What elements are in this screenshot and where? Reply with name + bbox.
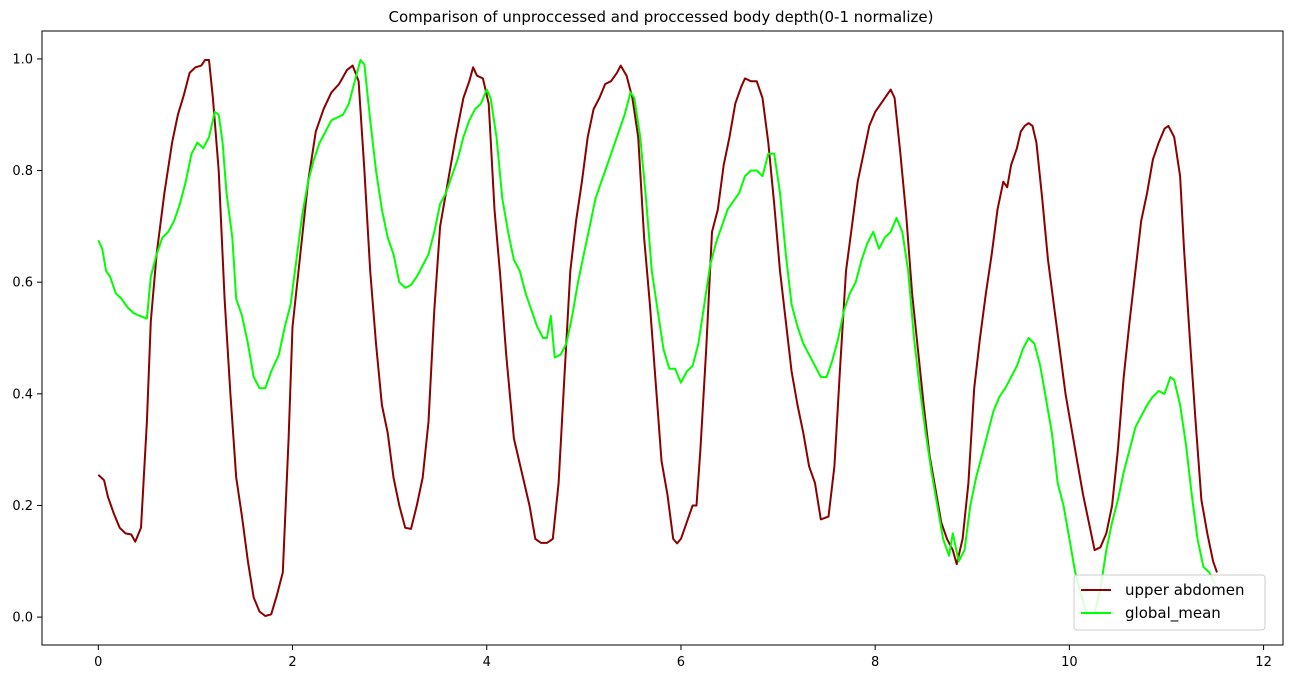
series-layer [97,59,1218,617]
plot-frame [41,30,1284,646]
y-tick-label: 1.0 [12,52,33,67]
legend-label-global-mean: global_mean [1125,604,1221,623]
x-tick-label: 6 [677,655,685,670]
x-tick-label: 4 [483,655,491,670]
legend-box [1073,574,1266,631]
y-tick-label: 0.0 [12,611,33,626]
x-tick-label: 0 [94,655,102,670]
series-line-global-mean [97,59,1216,616]
x-tick-label: 2 [288,655,296,670]
y-tick-label: 0.2 [12,499,33,514]
y-tick-label: 0.6 [12,276,33,291]
legend: upper abdomen global_mean [1073,574,1266,631]
x-tick-label: 8 [871,655,879,670]
legend-label-upper-abdomen: upper abdomen [1125,581,1244,599]
chart-title: Comparison of unproccessed and proccesse… [389,8,934,26]
x-axis: 0 2 4 6 8 10 12 [94,645,1272,670]
y-axis: 0.0 0.2 0.4 0.6 0.8 1.0 [12,52,42,626]
x-tick-label: 10 [1061,655,1078,670]
y-tick-label: 0.4 [12,387,33,402]
series-line-upper-abdomen [97,59,1218,617]
x-tick-label: 12 [1255,655,1272,670]
y-tick-label: 0.8 [12,164,33,179]
